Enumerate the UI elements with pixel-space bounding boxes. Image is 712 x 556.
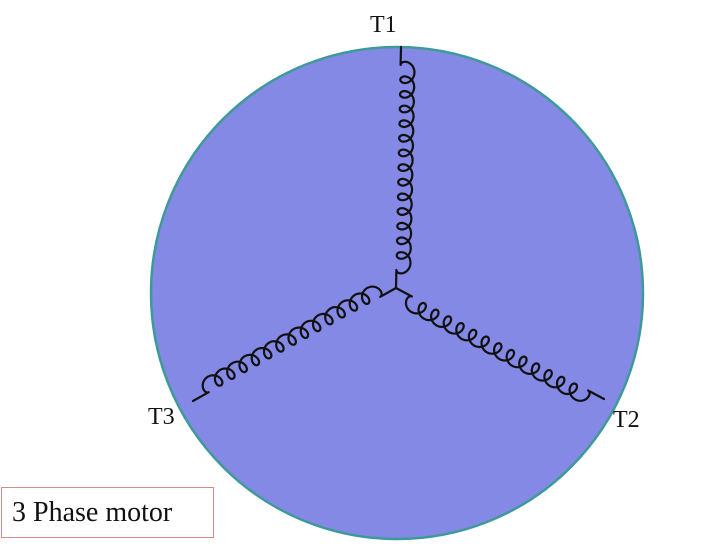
terminal-label-t2: T2: [613, 407, 640, 433]
caption-box: 3 Phase motor: [1, 487, 214, 538]
winding-group: [191, 45, 606, 403]
winding-t2: [394, 286, 606, 402]
terminal-label-t1: T1: [370, 12, 397, 38]
winding-t3: [191, 285, 398, 403]
stator-circle: [149, 45, 645, 541]
caption-text: 3 Phase motor: [12, 496, 173, 528]
winding-t1: [394, 45, 416, 290]
terminal-label-t3: T3: [148, 404, 175, 430]
